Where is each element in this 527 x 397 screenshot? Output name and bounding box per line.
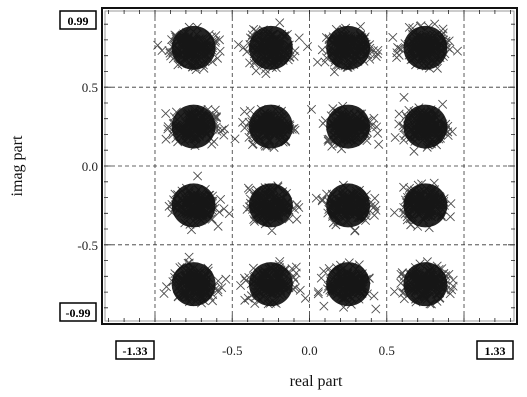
constellation-cluster [236,256,310,309]
cluster-markers [161,104,230,151]
points-layer [153,18,463,314]
x-max-box-text: 1.33 [485,344,506,358]
x-axis-title: real part [290,373,343,390]
cluster-markers [230,104,300,153]
y-tick-label: 0.5 [82,80,98,95]
cluster-markers [390,92,457,156]
constellation-cluster [390,92,457,156]
y-min-box-text: -0.99 [66,306,91,320]
cluster-markers [389,178,456,233]
constellation-cluster [311,180,381,236]
y-max-box: 0.99 [59,10,97,30]
x-min-box: -1.33 [115,340,155,360]
cluster-markers [313,258,400,314]
constellation-cluster [302,21,383,77]
y-tick-label: -0.5 [77,238,98,253]
x-min-box-frame [115,340,155,360]
cluster-markers [164,171,234,235]
cluster-markers [159,252,231,308]
y-min-box-frame [59,302,97,322]
y-tick-label: 0.0 [82,159,98,174]
cluster-markers [153,22,225,75]
constellation-cluster [233,18,304,79]
x-max-box: 1.33 [476,340,514,360]
y-min-box: -0.99 [59,302,97,322]
plot-frame [101,7,518,325]
constellation-cluster [313,258,400,314]
cluster-markers [388,19,463,73]
constellation-cluster [388,19,463,73]
cluster-markers [242,181,304,236]
axis-tick-marks [104,10,515,322]
constellation-cluster [306,101,384,154]
constellation-cluster [242,181,304,236]
constellation-cluster [164,171,234,235]
cluster-markers [396,257,458,309]
x-min-box-text: -1.33 [123,344,148,358]
x-tick-label: 0.5 [379,343,395,358]
constellation-cluster [396,257,458,309]
cluster-markers [311,180,381,236]
y-axis-title: imag part [9,135,26,196]
grid-layer [104,10,515,322]
y-max-box-frame [59,10,97,30]
cluster-markers [236,256,310,309]
x-tick-label: 0.0 [301,343,317,358]
y-max-box-text: 0.99 [68,14,89,28]
labels-layer: -0.5 0.0 0.5 0.5 0.0 -0.5 0.99 -0.99 -1.33 1.33 [59,10,514,360]
cluster-markers [233,18,304,79]
cluster-markers [302,21,383,77]
constellation-cluster [159,252,231,308]
x-max-box-frame [476,340,514,360]
constellation-cluster [389,178,456,233]
constellation-cluster [153,22,225,75]
constellation-cluster [161,104,230,151]
x-tick-label: -0.5 [222,343,243,358]
cluster-markers [306,101,384,154]
constellation-cluster [230,104,300,153]
ticks-layer [104,10,515,322]
